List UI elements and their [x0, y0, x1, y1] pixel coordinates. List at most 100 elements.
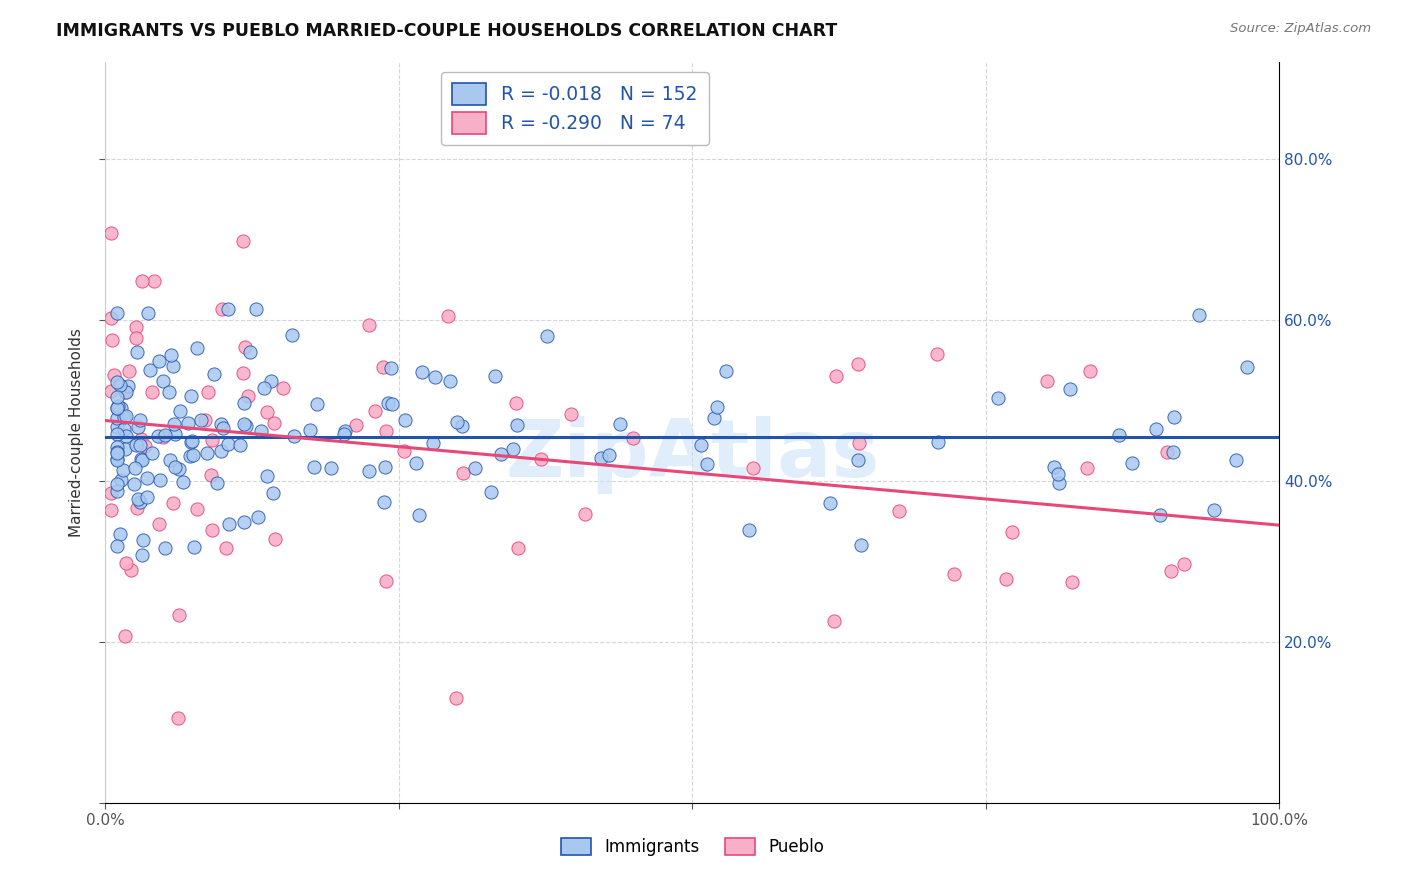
Point	[148, 516, 170, 531]
Point	[714, 364, 737, 378]
Point	[281, 328, 304, 343]
Point	[209, 417, 232, 432]
Point	[995, 572, 1018, 586]
Point	[115, 384, 138, 399]
Point	[1060, 575, 1083, 590]
Point	[194, 413, 217, 427]
Point	[100, 486, 122, 500]
Point	[422, 436, 444, 450]
Point	[332, 427, 354, 442]
Point	[105, 305, 128, 319]
Point	[536, 328, 558, 343]
Point	[125, 438, 148, 452]
Point	[142, 274, 165, 288]
Point	[451, 419, 474, 434]
Point	[231, 366, 253, 380]
Point	[125, 319, 148, 334]
Point	[621, 431, 644, 445]
Point	[110, 473, 132, 487]
Point	[186, 341, 208, 355]
Point	[232, 234, 254, 248]
Point	[1046, 467, 1069, 482]
Point	[346, 417, 368, 432]
Point	[233, 515, 256, 529]
Point	[105, 401, 128, 415]
Point	[925, 347, 948, 361]
Point	[202, 367, 225, 381]
Point	[233, 417, 256, 432]
Point	[256, 468, 278, 483]
Point	[169, 404, 191, 418]
Point	[505, 396, 527, 410]
Point	[138, 362, 160, 376]
Point	[103, 368, 125, 382]
Point	[359, 318, 381, 332]
Point	[1042, 460, 1064, 475]
Point	[1047, 476, 1070, 491]
Point	[380, 360, 402, 375]
Point	[1149, 508, 1171, 522]
Point	[887, 504, 910, 518]
Point	[112, 422, 135, 436]
Point	[215, 541, 238, 555]
Point	[105, 446, 128, 460]
Point	[502, 442, 524, 456]
Point	[115, 409, 138, 424]
Point	[100, 226, 122, 240]
Point	[371, 359, 394, 374]
Point	[135, 471, 157, 485]
Point	[131, 453, 153, 467]
Point	[101, 333, 124, 347]
Point	[1187, 308, 1209, 322]
Point	[439, 374, 461, 388]
Text: Source: ZipAtlas.com: Source: ZipAtlas.com	[1230, 22, 1371, 36]
Point	[374, 460, 396, 475]
Point	[987, 391, 1010, 405]
Point	[211, 301, 233, 316]
Point	[100, 384, 122, 398]
Point	[218, 517, 240, 532]
Point	[181, 449, 204, 463]
Point	[444, 691, 467, 706]
Point	[927, 434, 949, 449]
Point	[236, 389, 259, 403]
Point	[114, 410, 136, 425]
Point	[115, 557, 138, 571]
Point	[149, 473, 172, 487]
Point	[1121, 456, 1143, 470]
Point	[136, 306, 159, 320]
Point	[177, 417, 200, 431]
Point	[411, 365, 433, 379]
Point	[489, 447, 512, 461]
Point	[1160, 564, 1182, 578]
Point	[129, 452, 152, 467]
Point	[105, 452, 128, 467]
Point	[160, 348, 183, 362]
Point	[1173, 557, 1195, 571]
Point	[105, 440, 128, 454]
Point	[249, 424, 271, 438]
Point	[180, 434, 202, 449]
Point	[1076, 461, 1098, 475]
Point	[114, 442, 136, 456]
Point	[446, 415, 468, 429]
Point	[849, 538, 872, 552]
Point	[357, 464, 380, 478]
Point	[190, 413, 212, 427]
Point	[211, 421, 233, 435]
Point	[201, 524, 224, 538]
Point	[742, 460, 765, 475]
Point	[127, 419, 149, 434]
Point	[319, 460, 342, 475]
Point	[125, 345, 148, 359]
Point	[1144, 422, 1167, 436]
Point	[253, 381, 276, 395]
Point	[105, 390, 128, 404]
Point	[111, 463, 134, 477]
Point	[159, 453, 181, 467]
Point	[146, 429, 169, 443]
Point	[155, 541, 177, 555]
Point	[105, 401, 128, 415]
Point	[506, 541, 529, 555]
Point	[118, 364, 141, 378]
